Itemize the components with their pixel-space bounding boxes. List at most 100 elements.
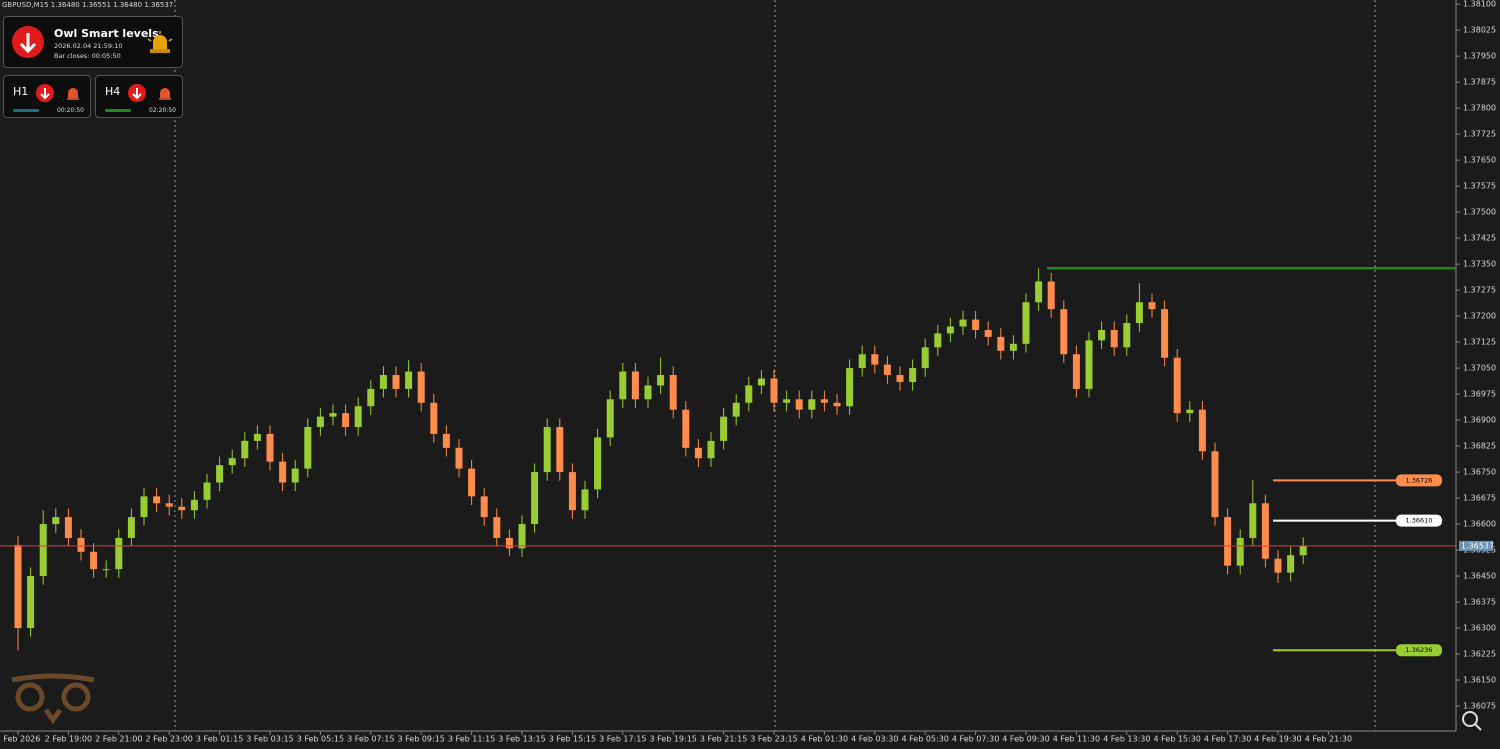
candle-body: [606, 399, 614, 438]
y-tick-label: 1.36375: [1463, 598, 1496, 607]
candle-body: [783, 399, 791, 403]
candle-body: [820, 399, 828, 403]
x-tick-label: 3 Feb 13:15: [498, 735, 545, 744]
x-tick-label: 2 Feb 19:00: [45, 735, 92, 744]
candle-body: [770, 378, 778, 403]
x-tick-label: 2 Feb 23:00: [145, 735, 192, 744]
candle-body: [392, 375, 400, 389]
candle-body: [64, 517, 72, 538]
candle-body: [946, 326, 954, 334]
widget-time: 2026.02.04 21:59:10: [54, 42, 123, 50]
candle-body: [984, 329, 992, 337]
y-tick-label: 1.38025: [1463, 26, 1496, 35]
candle-body: [27, 576, 35, 629]
y-tick-label: 1.37800: [1463, 104, 1496, 113]
x-tick-label: 4 Feb 01:30: [801, 735, 848, 744]
candle-body: [442, 433, 450, 448]
candle-body: [468, 468, 476, 497]
y-tick-label: 1.37125: [1463, 338, 1496, 347]
candle-body: [833, 402, 841, 407]
h1-time: 00:20:50: [57, 107, 84, 114]
candle-body: [883, 364, 891, 376]
candle-body: [253, 433, 261, 441]
candle-body: [934, 333, 942, 348]
y-tick-label: 1.36150: [1463, 676, 1496, 685]
candle-body: [1261, 503, 1269, 559]
x-tick-label: 4 Feb 13:30: [1103, 735, 1150, 744]
candle-body: [342, 413, 350, 428]
y-tick-label: 1.36600: [1463, 520, 1496, 529]
candle-body: [518, 524, 526, 549]
candle-body: [682, 409, 690, 448]
candle-body: [921, 347, 929, 369]
down-arrow-icon: [128, 84, 146, 102]
price-tag-label: 1.36537: [1461, 541, 1494, 550]
y-tick-label: 1.36900: [1463, 416, 1496, 425]
candle-body: [1047, 281, 1055, 310]
y-tick-label: 1.37725: [1463, 130, 1496, 139]
candle-body: [1060, 309, 1068, 355]
level-tag: [1396, 474, 1442, 487]
y-tick-label: 1.38100: [1463, 0, 1496, 9]
candle-body: [757, 378, 765, 386]
y-tick-label: 1.37650: [1463, 156, 1496, 165]
x-tick-label: 4 Feb 09:30: [1002, 735, 1049, 744]
candle-body: [505, 537, 513, 549]
x-tick-label: 4 Feb 21:30: [1305, 735, 1352, 744]
y-tick-label: 1.37050: [1463, 364, 1496, 373]
y-tick-label: 1.36750: [1463, 468, 1496, 477]
candle-body: [1148, 302, 1156, 310]
candle-body: [1072, 354, 1080, 389]
candle-body: [846, 368, 854, 407]
candle-body: [1035, 281, 1043, 303]
widget-title: Owl Smart levels: [54, 27, 159, 40]
candle-body: [997, 336, 1005, 351]
zoom-icon[interactable]: [1462, 711, 1482, 731]
down-arrow-icon: [36, 84, 54, 102]
x-tick-label: 3 Feb 17:15: [599, 735, 646, 744]
candle-body: [644, 385, 652, 400]
candle-body: [279, 461, 287, 483]
candle-body: [1249, 503, 1257, 538]
y-tick-label: 1.37875: [1463, 78, 1496, 87]
candle-body: [1274, 558, 1282, 573]
x-tick-label: 2 Feb 21:00: [95, 735, 142, 744]
candle-body: [430, 402, 438, 434]
x-tick-label: 4 Feb 11:30: [1053, 735, 1100, 744]
x-tick-label: 3 Feb 01:15: [196, 735, 243, 744]
candle-body: [808, 399, 816, 410]
h4-time: 02:20:50: [149, 107, 176, 114]
candle-body: [972, 319, 980, 330]
candle-body: [190, 499, 198, 511]
candle-body: [241, 440, 249, 459]
y-tick-label: 1.37500: [1463, 208, 1496, 217]
h4-bar: [105, 109, 131, 112]
candle-body: [354, 406, 362, 428]
candle-body: [1173, 357, 1181, 414]
level-label: 1.36236: [1406, 646, 1433, 654]
x-tick-label: 3 Feb 09:15: [397, 735, 444, 744]
price-tag: [1459, 540, 1493, 551]
owl-widget: Owl Smart levels 2026.02.04 21:59:10 Bar…: [3, 16, 183, 68]
candle-body: [1110, 329, 1118, 348]
level-label: 1.36726: [1406, 476, 1433, 484]
candle-body: [707, 440, 715, 459]
candle-body: [178, 506, 186, 511]
candle-body: [291, 468, 299, 483]
y-tick-label: 1.37425: [1463, 234, 1496, 243]
candle-body: [1161, 309, 1169, 358]
y-tick-label: 1.37950: [1463, 52, 1496, 61]
candle-body: [1135, 302, 1143, 324]
candle-body: [531, 472, 539, 525]
y-tick-label: 1.37200: [1463, 312, 1496, 321]
candle-body: [405, 371, 413, 389]
candle-body: [720, 416, 728, 441]
candle-body: [959, 319, 967, 327]
candle-body: [1085, 340, 1093, 389]
candle-body: [14, 544, 22, 629]
x-tick-label: 4 Feb 15:30: [1153, 735, 1200, 744]
candle-body: [1287, 555, 1295, 573]
candle-body: [480, 496, 488, 518]
